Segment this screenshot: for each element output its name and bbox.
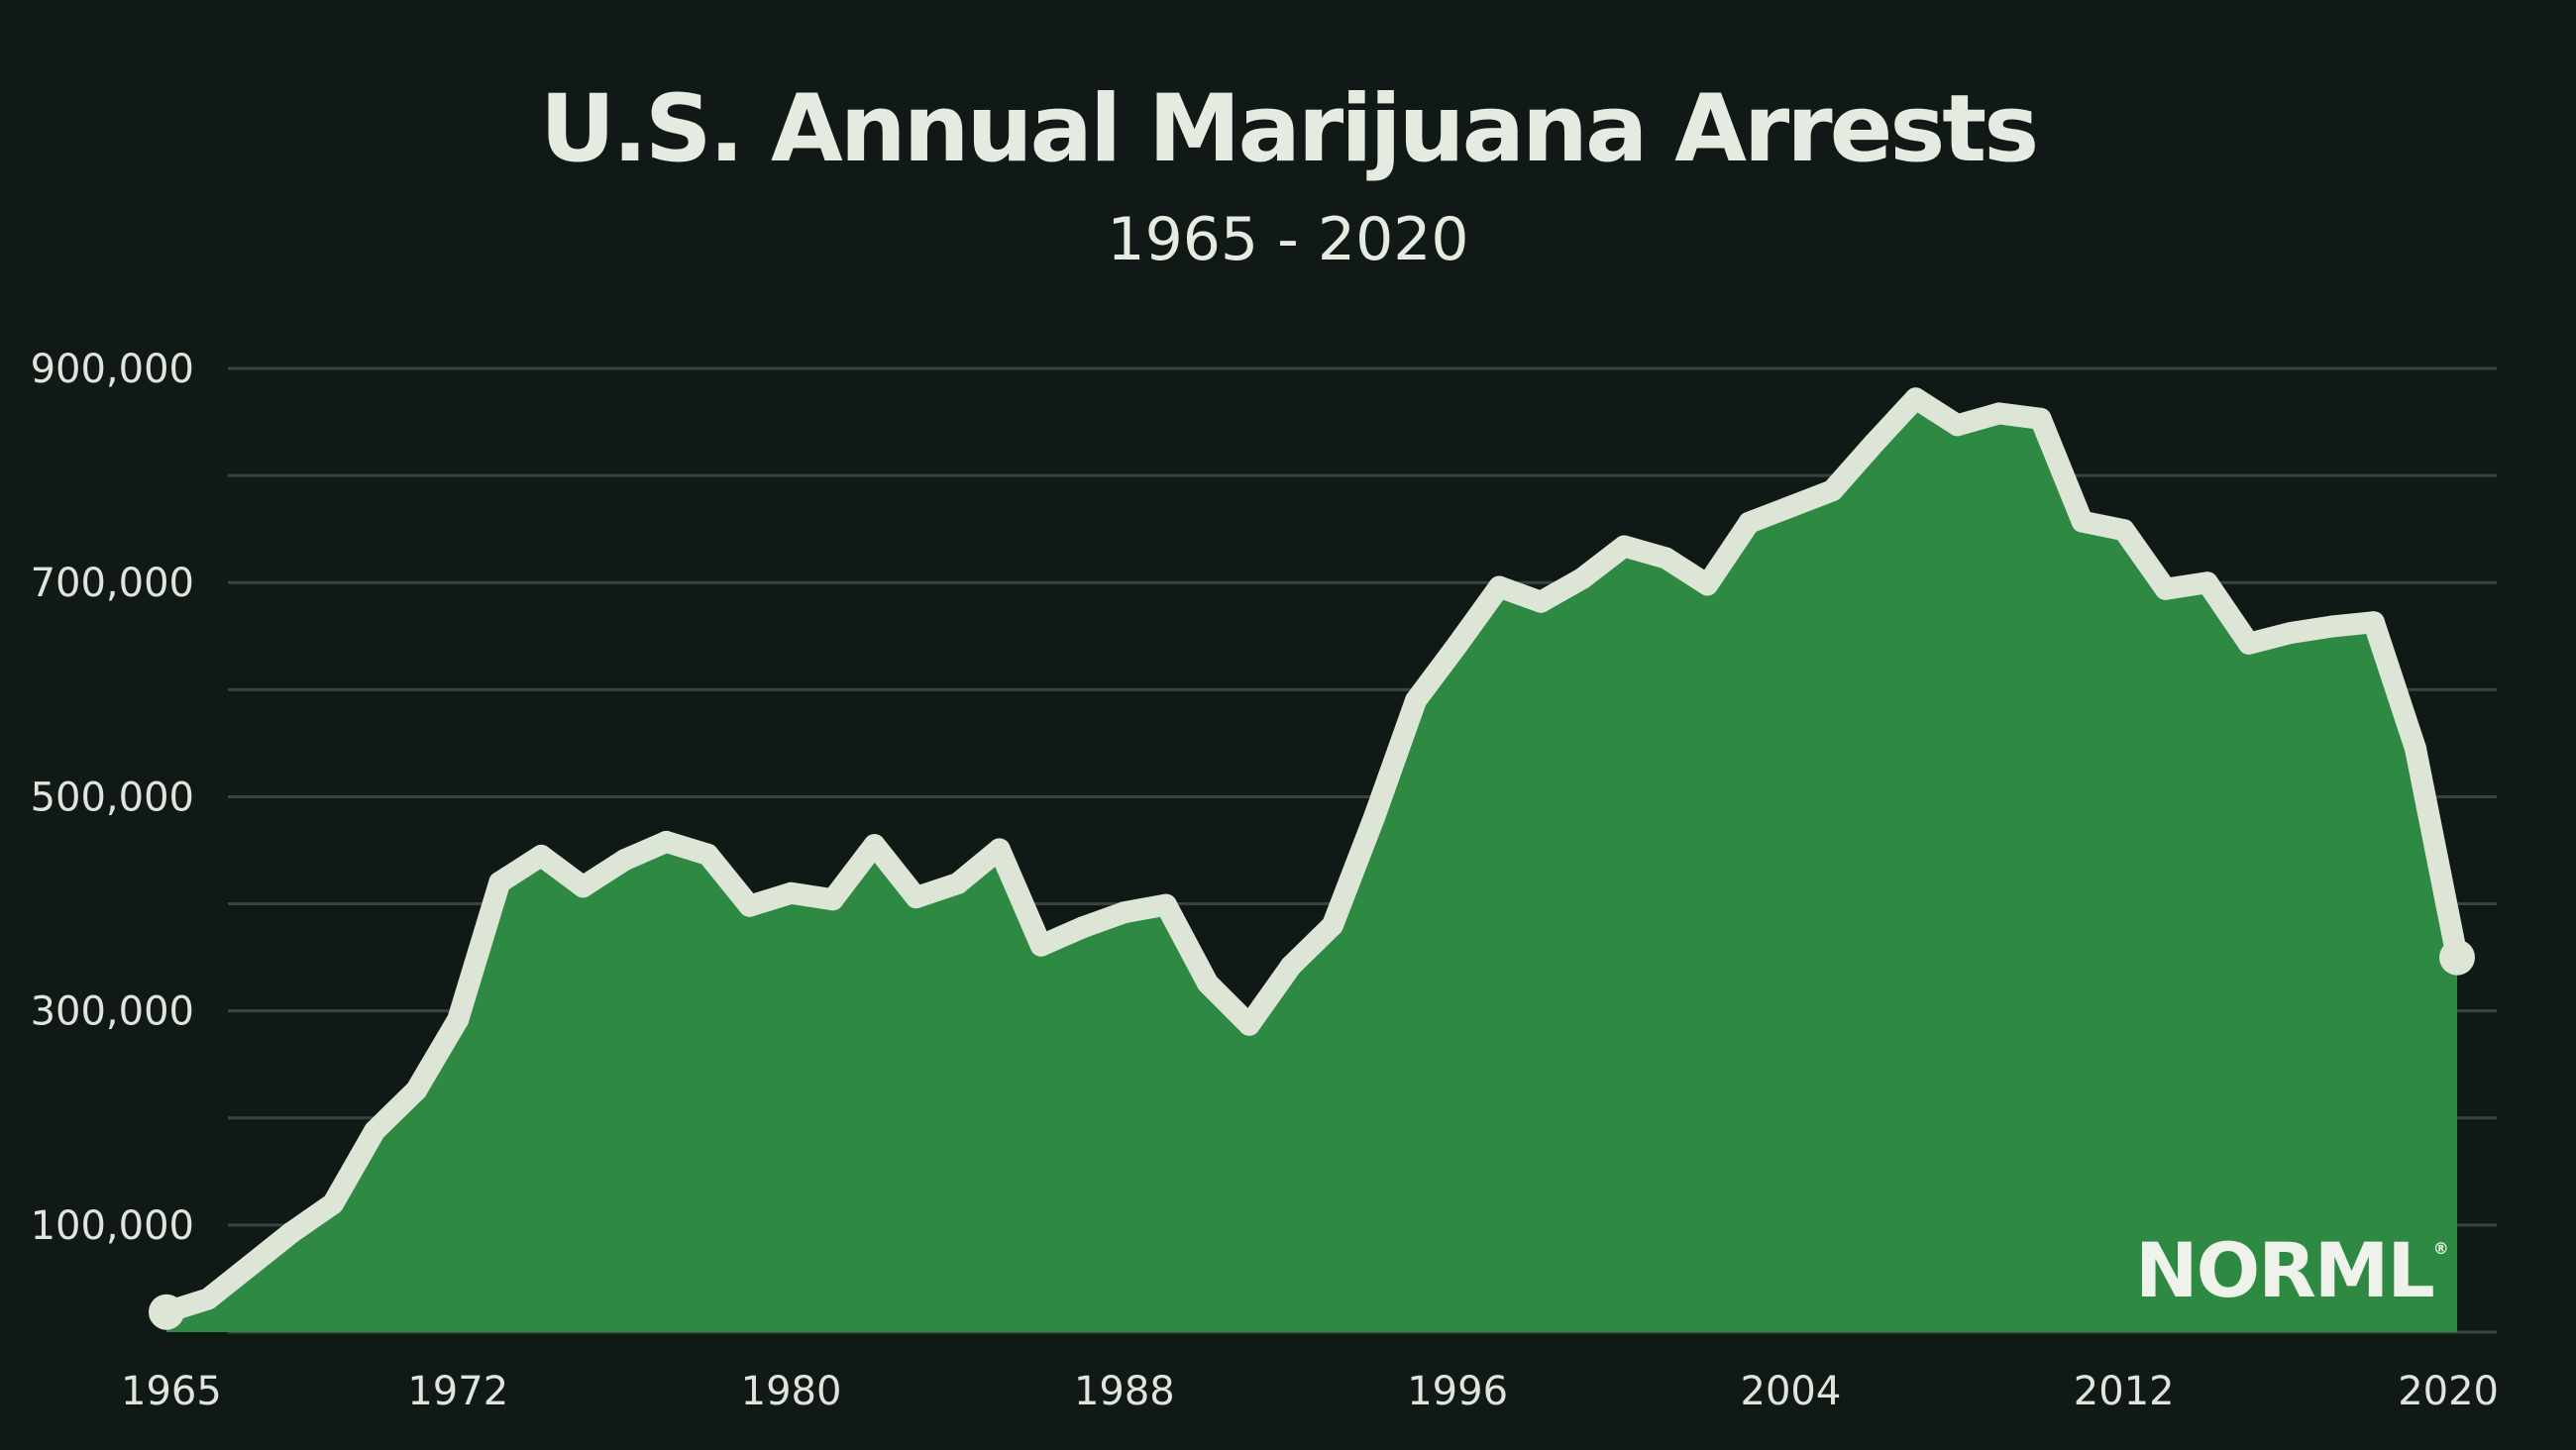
data-point — [2112, 519, 2135, 542]
registered-mark-icon: ® — [2432, 1239, 2449, 1258]
data-point — [2029, 407, 2052, 430]
x-tick-label: 1965 — [121, 1369, 222, 1414]
data-point — [1571, 567, 1594, 589]
data-point — [2320, 615, 2343, 638]
data-point — [405, 1079, 428, 1101]
data-point — [1779, 495, 1802, 518]
data-point — [2237, 632, 2260, 655]
data-point — [738, 894, 761, 917]
y-tick-label: 300,000 — [31, 989, 194, 1035]
area-series — [166, 398, 2457, 1332]
y-tick-label: 700,000 — [31, 561, 194, 606]
data-point — [530, 844, 553, 867]
data-point — [1655, 547, 1677, 570]
chart-title: U.S. Annual Marijuana Arrests — [539, 75, 2039, 183]
data-point — [2439, 939, 2475, 976]
data-point — [1113, 901, 1135, 924]
data-point — [1738, 511, 1761, 534]
data-point — [1946, 414, 1969, 437]
x-tick-label: 2020 — [2398, 1369, 2499, 1414]
data-point — [1904, 387, 1927, 410]
data-point — [1613, 535, 1636, 558]
data-point — [1447, 633, 1469, 656]
norml-logo: NORML® — [2135, 1233, 2449, 1308]
data-point — [1196, 972, 1219, 994]
data-point — [1530, 590, 1553, 613]
data-point — [1071, 916, 1094, 939]
x-tick-label: 1980 — [741, 1369, 842, 1414]
data-point — [2405, 737, 2426, 760]
data-point — [821, 888, 844, 911]
x-tick-label: 2012 — [2074, 1369, 2175, 1414]
data-point — [2071, 510, 2093, 533]
data-point — [2154, 577, 2177, 600]
data-point — [2196, 571, 2218, 594]
data-point — [1863, 432, 1885, 455]
data-point — [946, 873, 969, 894]
y-axis-ticks: 100,000 300,000 500,000 700,000 900,000 — [31, 347, 194, 1249]
data-point — [197, 1288, 219, 1310]
data-point — [1488, 575, 1511, 598]
data-point — [1029, 934, 1052, 957]
data-point — [572, 876, 594, 898]
data-point — [780, 881, 803, 904]
data-point — [1987, 402, 2010, 425]
data-point — [1405, 689, 1428, 712]
y-tick-label: 900,000 — [31, 347, 194, 392]
x-tick-label: 2004 — [1741, 1369, 1842, 1414]
data-point — [1280, 955, 1302, 978]
data-point — [2279, 622, 2302, 644]
data-point — [447, 1008, 470, 1031]
data-point — [863, 834, 886, 857]
data-point — [988, 838, 1011, 861]
x-tick-label: 1972 — [407, 1369, 508, 1414]
x-axis-ticks: 1965 1972 1980 1988 1996 2004 2012 2020 — [121, 1369, 2499, 1414]
x-tick-label: 1988 — [1074, 1369, 1175, 1414]
data-point — [280, 1221, 303, 1244]
area-fill — [166, 398, 2457, 1332]
data-point — [613, 849, 636, 872]
data-point — [149, 1294, 184, 1330]
data-point — [1696, 573, 1719, 596]
data-point — [239, 1255, 262, 1277]
data-point — [1237, 1013, 1260, 1036]
x-tick-label: 1996 — [1407, 1369, 1508, 1414]
data-point — [655, 830, 678, 853]
chart-subtitle: 1965 - 2020 — [1107, 205, 1469, 274]
data-point — [2362, 611, 2385, 634]
data-point — [1821, 479, 1844, 502]
logo-text: NORML — [2135, 1226, 2435, 1314]
y-tick-label: 100,000 — [31, 1203, 194, 1249]
data-point — [905, 886, 927, 909]
data-point — [364, 1119, 386, 1142]
data-point — [1322, 914, 1343, 937]
data-point — [697, 843, 719, 866]
y-tick-label: 500,000 — [31, 775, 194, 820]
data-point — [488, 871, 511, 893]
data-point — [1154, 893, 1177, 916]
data-point — [1363, 806, 1386, 828]
data-points — [149, 387, 2475, 1330]
data-point — [322, 1192, 345, 1215]
